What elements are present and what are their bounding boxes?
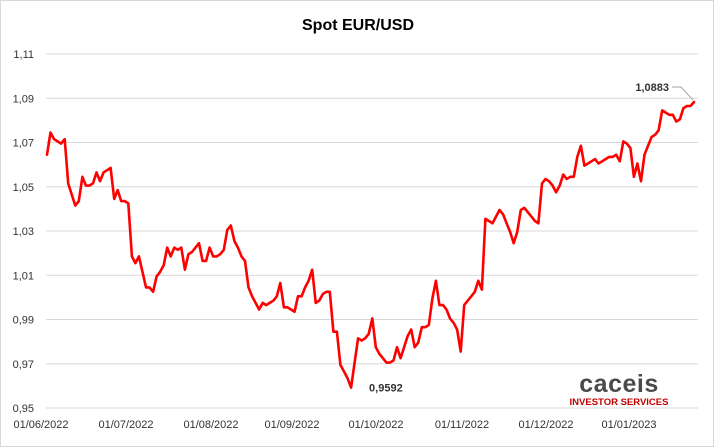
x-tick-label: 01/07/2022 [98, 419, 153, 431]
y-tick-label: 1,07 [13, 138, 34, 150]
annotations: 0,9592 1,0883 [369, 82, 694, 395]
x-tick-label: 01/09/2022 [264, 419, 319, 431]
y-tick-label: 0,97 [13, 359, 34, 371]
y-tick-label: 1,09 [13, 93, 34, 105]
x-tick-label: 01/12/2022 [518, 419, 573, 431]
min-annotation: 0,9592 [369, 383, 403, 395]
series-line-eurusd [45, 100, 696, 389]
y-tick-label: 1,05 [13, 182, 34, 194]
caceis-logo: caceis INVESTOR SERVICES [570, 370, 669, 408]
x-tick-label: 01/10/2022 [348, 419, 403, 431]
x-tick-label: 01/01/2023 [601, 419, 656, 431]
max-annotation-leader [672, 86, 694, 101]
y-tick-label: 0,95 [13, 403, 34, 415]
x-tick-label: 01/06/2022 [13, 419, 68, 431]
y-tick-label: 1,03 [13, 226, 34, 238]
logo-wordmark: caceis [579, 370, 658, 398]
y-tick-label: 0,99 [13, 315, 34, 327]
logo-tagline: INVESTOR SERVICES [570, 397, 669, 408]
series-layer [45, 100, 696, 389]
chart-title: Spot EUR/USD [302, 17, 414, 34]
x-tick-label: 01/08/2022 [183, 419, 238, 431]
x-axis-ticks: 01/06/2022 01/07/2022 01/08/2022 01/09/2022… [13, 419, 656, 431]
y-tick-label: 1,11 [13, 49, 34, 61]
y-axis-ticks: 0,95 0,97 0,99 1,01 1,03 1,05 1,07 1,09 1,11 [13, 49, 34, 415]
y-tick-label: 1,01 [13, 270, 34, 282]
gridlines [46, 53, 698, 409]
max-annotation: 1,0883 [635, 82, 669, 94]
x-tick-label: 01/11/2022 [435, 419, 489, 431]
